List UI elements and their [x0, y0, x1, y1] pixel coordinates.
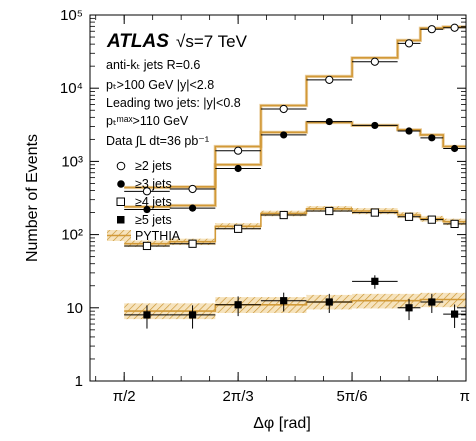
point-filled-circle-1 — [188, 204, 197, 212]
y-tick-label-0: 1 — [75, 373, 83, 390]
plot-frame — [89, 14, 467, 382]
point-open-square-3 — [279, 210, 288, 220]
point-filled-square-1 — [188, 311, 197, 319]
y-tick-label-5: 10⁵ — [60, 7, 83, 24]
annotation-line-5: Data ∫L dt=36 pb⁻¹ — [106, 134, 209, 148]
point-open-square-4 — [325, 206, 334, 216]
y-tick-label-4: 10⁴ — [60, 80, 83, 97]
data-points — [124, 23, 466, 329]
point-filled-square-8 — [450, 310, 459, 318]
x-axis-title: Δφ [rad] — [253, 415, 311, 432]
point-filled-square-2 — [234, 301, 242, 309]
point-filled-square-6 — [405, 304, 413, 312]
legend-marker-filled-square — [117, 216, 125, 224]
point-filled-square-4 — [325, 298, 333, 306]
legend-marker-open-circle — [116, 161, 126, 171]
annotation-block: ATLAS √s=7 TeV anti-kₜ jets R=0.6 pₜ>100… — [106, 31, 248, 148]
annotation-line-1: anti-kₜ jets R=0.6 — [106, 58, 200, 72]
point-filled-circle-5 — [371, 121, 379, 130]
x-tick-label-3: π — [460, 388, 470, 405]
point-open-circle-2 — [234, 146, 243, 155]
point-open-circle-5 — [370, 57, 379, 66]
axis-ticks: 1 10 10² 10³ 10⁴ 10⁵ π/2 2π/3 5π/6 π — [60, 7, 470, 405]
y-axis-title: Number of Events — [24, 134, 41, 262]
point-filled-square-3 — [280, 297, 288, 305]
atlas-label: ATLAS — [106, 31, 169, 52]
point-open-square-6 — [404, 212, 414, 221]
point-open-circle-7 — [427, 25, 436, 34]
legend-label-5jets: ≥5 jets — [135, 213, 172, 227]
point-open-square-5 — [370, 208, 379, 217]
legend-label-2jets: ≥2 jets — [135, 159, 172, 173]
point-open-circle-8 — [450, 23, 459, 32]
legend-label-pythia: PYTHIA — [135, 229, 181, 243]
legend-marker-open-square — [116, 197, 125, 206]
legend-marker-filled-circle — [117, 180, 125, 188]
energy-label: √s=7 TeV — [176, 32, 248, 51]
annotation-line-3: Leading two jets: |y|<0.8 — [106, 96, 241, 110]
annotation-line-4: pₜᵐᵃˣ>110 GeV — [106, 114, 189, 128]
y-tick-label-3: 10³ — [61, 153, 83, 170]
legend-label-3jets: ≥3 jets — [135, 177, 172, 191]
point-open-square-2 — [234, 224, 243, 233]
x-tick-label-1: 2π/3 — [223, 388, 254, 405]
point-filled-square-7 — [428, 298, 436, 306]
mc-bands — [124, 206, 466, 320]
point-open-square-0 — [142, 241, 152, 251]
point-open-square-1 — [188, 239, 197, 248]
point-filled-circle-0 — [143, 205, 151, 214]
point-filled-circle-3 — [280, 131, 288, 139]
point-filled-circle-6 — [405, 127, 413, 135]
x-tick-label-0: π/2 — [113, 388, 136, 405]
point-open-circle-6 — [404, 39, 414, 48]
legend-label-4jets: ≥4 jets — [135, 195, 172, 209]
point-filled-circle-4 — [325, 117, 333, 126]
x-tick-label-2: 5π/6 — [336, 388, 367, 405]
point-open-circle-0 — [142, 187, 152, 196]
point-filled-circle-8 — [450, 144, 459, 153]
annotation-line-2: pₜ>100 GeV |y|<2.8 — [106, 78, 214, 92]
y-tick-label-1: 10 — [66, 300, 83, 317]
point-filled-circle-2 — [234, 164, 242, 173]
legend: ≥2 jets ≥3 jets ≥4 jets ≥5 jets PYTHIA — [107, 159, 181, 243]
point-filled-circle-7 — [428, 134, 436, 142]
point-open-circle-4 — [325, 75, 334, 84]
point-filled-square-0 — [143, 311, 151, 319]
point-filled-square-5 — [371, 277, 379, 285]
point-open-square-8 — [450, 219, 459, 229]
point-open-square-7 — [427, 215, 436, 224]
point-open-circle-1 — [188, 184, 197, 194]
y-tick-label-2: 10² — [61, 227, 83, 244]
point-open-circle-3 — [279, 104, 288, 114]
